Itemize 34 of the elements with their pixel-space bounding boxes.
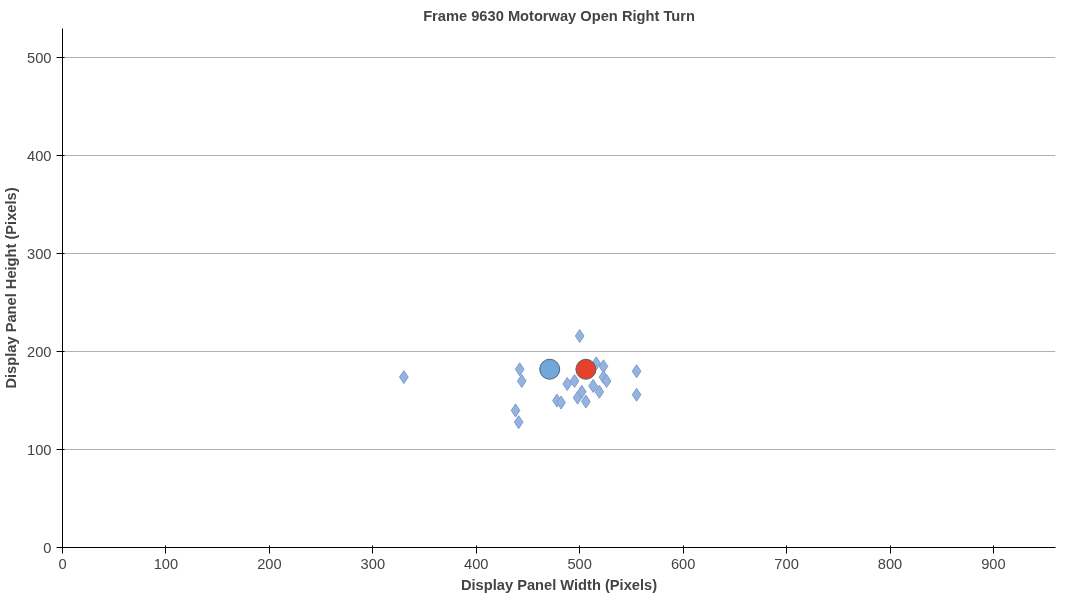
y-tick-label: 0	[43, 539, 52, 556]
x-tick-label: 100	[153, 555, 179, 572]
x-tick-label: 400	[464, 555, 489, 572]
y-tick-label: 300	[27, 245, 52, 262]
y-axis-title: Display Panel Height (Pixels)	[3, 187, 20, 389]
x-tick-label: 700	[774, 555, 799, 572]
x-tick-label: 200	[257, 555, 282, 572]
point	[562, 376, 573, 391]
point	[631, 387, 642, 402]
point	[514, 362, 525, 377]
point	[510, 403, 521, 418]
x-tick-label: 300	[360, 555, 386, 572]
point	[594, 384, 605, 399]
x-tick-label: 900	[981, 555, 1006, 572]
x-axis-title: Display Panel Width (Pixels)	[460, 576, 658, 593]
point	[539, 358, 561, 380]
x-tick-label: 500	[567, 555, 592, 572]
y-tick-label: 100	[27, 441, 52, 458]
point	[631, 364, 642, 379]
point	[569, 374, 580, 389]
point	[575, 358, 597, 380]
point	[516, 374, 527, 389]
y-tick-label: 500	[27, 49, 52, 66]
y-tick-label: 400	[27, 147, 52, 164]
x-tick-label: 600	[670, 555, 696, 572]
x-tick-label: 0	[58, 555, 67, 572]
point	[513, 415, 524, 430]
point	[601, 374, 612, 389]
point	[598, 359, 609, 374]
point	[576, 384, 587, 399]
y-tick-label: 200	[27, 343, 52, 360]
point	[574, 328, 585, 343]
chart-title: Frame 9630 Motorway Open Right Turn	[423, 7, 695, 24]
x-tick-label: 800	[877, 555, 903, 572]
